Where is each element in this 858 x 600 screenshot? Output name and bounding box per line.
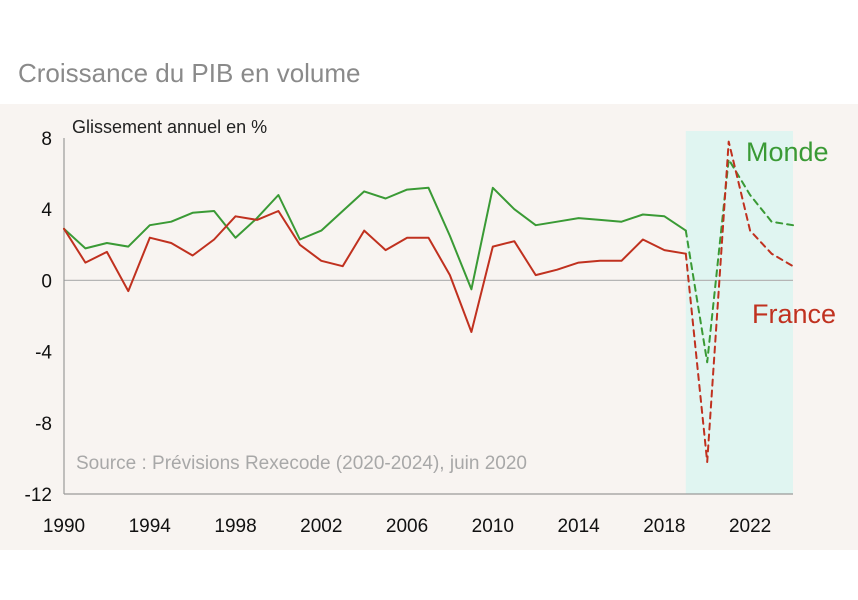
x-tick-label: 2006 [386, 516, 428, 537]
source-note: Source : Prévisions Rexecode (2020-2024)… [76, 453, 527, 474]
y-axis-label: Glissement annuel en % [72, 117, 267, 137]
series-label-france: France [752, 299, 836, 329]
x-ticks: 1990 1994 1998 2002 2006 2010 2014 2018 2022 [43, 516, 771, 537]
x-tick-label: 2022 [729, 516, 771, 537]
x-tick-label: 1994 [129, 516, 172, 537]
x-tick-label: 1990 [43, 516, 85, 537]
y-tick-label: -8 [35, 414, 52, 435]
y-tick-label: -4 [35, 343, 52, 364]
y-tick-label: 4 [41, 200, 52, 221]
series-line-france-actual [63, 210, 687, 333]
x-tick-label: 1998 [214, 516, 256, 537]
series-line-monde-actual [63, 186, 687, 291]
series-label-monde: Monde [746, 137, 829, 167]
x-tick-label: 2002 [300, 516, 342, 537]
y-tick-label: 8 [41, 129, 52, 150]
y-tick-label: 0 [41, 271, 52, 292]
x-tick-label: 2014 [557, 516, 600, 537]
series-line-monde-forecast [684, 158, 794, 364]
x-tick-label: 2010 [472, 516, 514, 537]
y-tick-label: -12 [25, 485, 52, 506]
series [63, 140, 794, 463]
page-title: Croissance du PIB en volume [18, 58, 361, 88]
x-tick-label: 2018 [643, 516, 685, 537]
y-ticks: 8 4 0 -4 -8 -12 [25, 129, 53, 506]
series-line-france-forecast [684, 140, 794, 463]
